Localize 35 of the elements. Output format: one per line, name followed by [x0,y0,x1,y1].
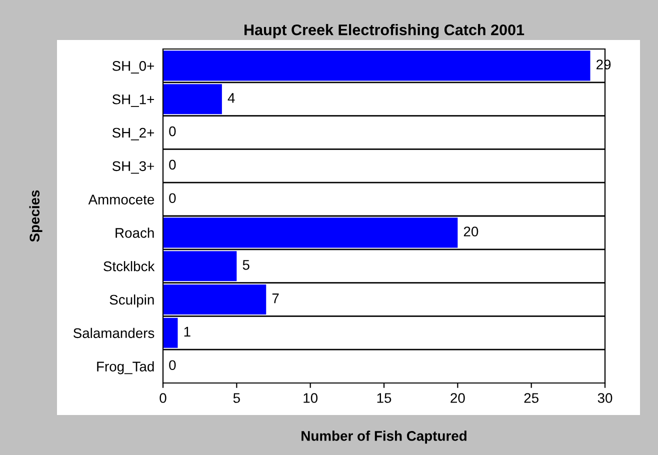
y-tick-label: SH_2+ [112,128,154,140]
data-label: 0 [169,193,176,204]
y-tick-label: Roach [116,228,154,238]
x-tick-label: 5 [233,393,240,403]
data-label: 1 [184,326,190,336]
x-tick-label: 25 [524,393,538,403]
x-tick-label: 20 [450,393,465,403]
y-axis-title: Species [29,190,42,242]
data-label: 7 [272,294,279,304]
y-tick-label: Ammocete [88,194,154,204]
x-tick-label: 0 [160,393,166,403]
y-tick-label: SH_3+ [112,161,154,174]
data-label: 0 [169,360,176,370]
data-label: 5 [242,260,250,270]
data-label: 4 [228,93,235,103]
y-tick-label: Salamanders [73,328,154,338]
data-label: 20 [464,226,478,236]
y-tick-label: Sculpin [110,294,154,308]
x-tick-label: 30 [598,393,612,403]
bar [163,318,178,348]
y-tick-label: Frog_Tad [97,361,154,374]
bar [163,84,222,114]
bar [163,218,458,248]
bar [163,50,590,81]
y-tick-label: SH_0+ [112,61,154,74]
data-label: 0 [169,126,176,136]
y-tick-label: SH_1+ [112,94,154,107]
bar [163,284,266,315]
bar [163,251,237,282]
x-tick-label: 10 [304,393,318,403]
data-label: 0 [169,160,176,170]
chart-title: Haupt Creek Electrofishing Catch 2001 [244,24,524,38]
x-axis-title: Number of Fish Captured [302,430,466,444]
x-tick-label: 15 [377,393,392,403]
y-tick-label: Stcklbck [104,261,155,272]
